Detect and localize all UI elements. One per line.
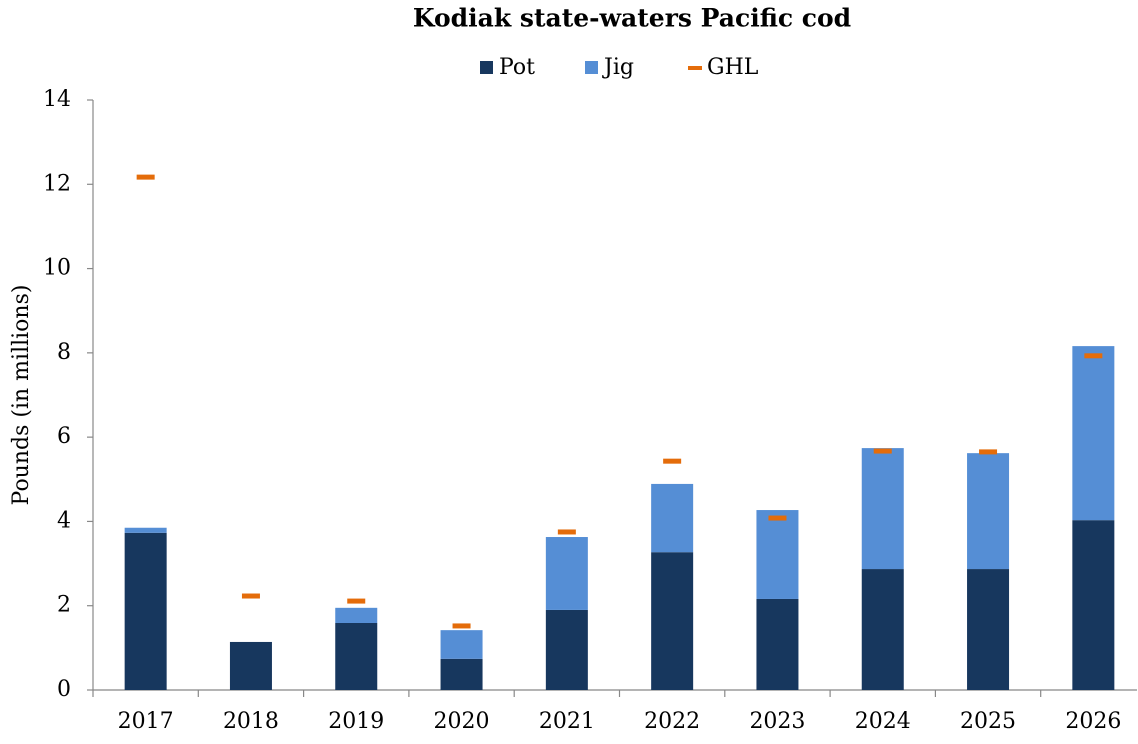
legend-swatch — [585, 61, 598, 74]
y-tick-label: 10 — [43, 256, 71, 281]
bar-segment — [861, 569, 904, 690]
bar-segment — [440, 630, 483, 659]
ghl-marker — [241, 593, 260, 599]
x-tick-label: 2023 — [749, 709, 805, 734]
bar-segment — [756, 510, 799, 599]
ghl-marker — [663, 458, 682, 464]
x-tick-label: 2018 — [223, 709, 279, 734]
bar-segment — [440, 658, 483, 690]
x-tick-label: 2019 — [328, 709, 384, 734]
bar-segment — [1072, 520, 1115, 690]
y-tick-label: 8 — [57, 340, 71, 365]
bar-segment — [335, 607, 378, 623]
x-tick-label: 2024 — [855, 709, 911, 734]
y-tick-label: 2 — [57, 593, 71, 618]
legend-label: GHL — [707, 55, 759, 80]
bar-segment — [124, 532, 167, 690]
legend-label: Pot — [499, 55, 535, 80]
bar-segment — [967, 453, 1010, 570]
y-tick-label: 6 — [57, 424, 71, 449]
chart-title: Kodiak state-waters Pacific cod — [413, 4, 851, 33]
y-axis-label: Pounds (in millions) — [9, 285, 34, 506]
bar-segment — [967, 569, 1010, 690]
x-tick-label: 2022 — [644, 709, 700, 734]
x-tick-label: 2017 — [118, 709, 174, 734]
ghl-marker — [136, 174, 155, 180]
ghl-marker — [452, 623, 471, 629]
bar-segment — [335, 622, 378, 690]
bar-segment — [756, 598, 799, 690]
bar-segment — [861, 448, 904, 570]
x-tick-label: 2020 — [434, 709, 490, 734]
bar-segment — [1072, 346, 1115, 521]
legend-swatch — [688, 66, 702, 70]
ghl-marker — [979, 449, 998, 455]
x-tick-label: 2021 — [539, 709, 595, 734]
y-tick-label: 12 — [43, 171, 71, 196]
bar-segment — [124, 527, 167, 533]
x-tick-label: 2025 — [960, 709, 1016, 734]
ghl-marker — [873, 448, 892, 454]
x-tick-label: 2026 — [1065, 709, 1121, 734]
ghl-marker — [768, 515, 787, 521]
bar-segment — [545, 537, 588, 610]
bar-segment — [545, 609, 588, 690]
bar-segment — [651, 552, 694, 690]
ghl-marker — [347, 598, 366, 604]
y-tick-label: 4 — [57, 508, 71, 533]
y-tick-label: 0 — [57, 677, 71, 702]
legend-label: Jig — [602, 55, 634, 80]
bar-segment — [229, 641, 272, 690]
ghl-marker — [1084, 353, 1103, 359]
legend-swatch — [480, 61, 493, 74]
bar-segment — [651, 483, 694, 553]
ghl-marker — [557, 529, 576, 535]
y-tick-label: 14 — [43, 87, 71, 112]
